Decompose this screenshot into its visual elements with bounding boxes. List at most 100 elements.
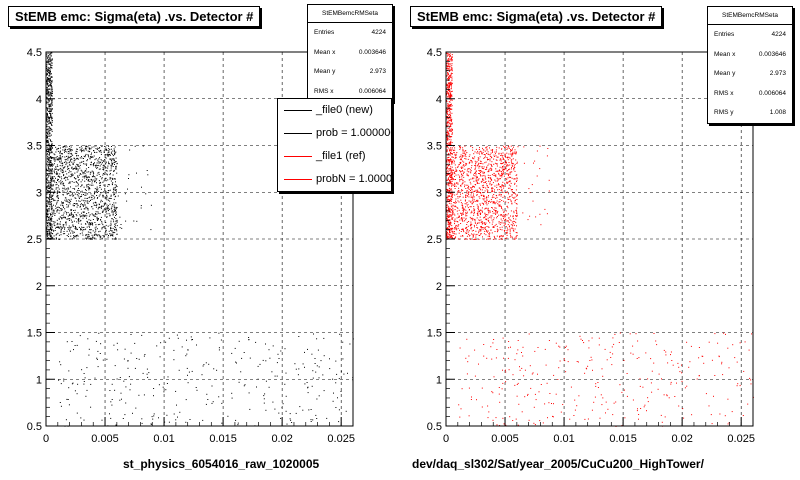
scatter-point	[102, 226, 104, 228]
scatter-point	[111, 164, 113, 166]
scatter-point	[100, 206, 102, 208]
scatter-point	[474, 375, 476, 377]
scatter-point	[519, 366, 520, 368]
scatter-point	[64, 166, 66, 168]
scatter-point	[212, 401, 214, 403]
scatter-point	[57, 169, 59, 171]
scatter-point	[59, 361, 61, 363]
scatter-point	[107, 208, 109, 210]
scatter-point	[56, 222, 58, 224]
scatter-point	[101, 237, 103, 239]
scatter-point	[465, 154, 466, 156]
scatter-point	[487, 405, 489, 407]
scatter-point	[99, 184, 101, 186]
scatter-point	[477, 150, 479, 152]
scatter-point	[110, 222, 112, 224]
scatter-point	[447, 122, 448, 124]
scatter-point	[77, 219, 79, 220]
scatter-point	[495, 168, 497, 170]
scatter-point	[449, 175, 451, 177]
scatter-point	[68, 182, 70, 184]
scatter-point	[449, 66, 450, 68]
scatter-point	[113, 204, 115, 206]
scatter-point	[69, 164, 71, 166]
scatter-point	[91, 238, 93, 240]
scatter-point	[91, 179, 93, 181]
scatter-point	[460, 166, 462, 168]
scatter-point	[487, 174, 489, 176]
scatter-point	[46, 140, 48, 142]
scatter-point	[623, 359, 625, 361]
scatter-point	[72, 382, 74, 384]
scatter-point	[462, 149, 463, 151]
scatter-point	[63, 171, 65, 173]
scatter-point	[134, 342, 136, 344]
scatter-point	[48, 197, 50, 199]
scatter-point	[496, 424, 498, 426]
scatter-point	[310, 421, 312, 422]
scatter-point	[120, 224, 122, 225]
scatter-point	[488, 201, 489, 202]
scatter-point	[450, 151, 452, 153]
scatter-point	[482, 203, 484, 204]
scatter-point	[462, 229, 464, 231]
scatter-point	[447, 189, 449, 190]
scatter-point	[639, 378, 641, 380]
scatter-point	[105, 202, 107, 204]
scatter-point	[97, 208, 99, 210]
scatter-point	[465, 232, 467, 234]
scatter-point	[50, 83, 52, 85]
scatter-point	[61, 169, 63, 171]
scatter-point	[465, 184, 467, 186]
scatter-point	[49, 182, 51, 183]
scatter-point	[99, 157, 101, 159]
scatter-point	[511, 171, 513, 173]
scatter-point	[446, 171, 448, 173]
scatter-point	[274, 408, 276, 410]
scatter-point	[466, 338, 468, 340]
scatter-point	[494, 179, 496, 181]
scatter-point	[450, 93, 452, 95]
scatter-point	[51, 151, 53, 153]
scatter-point	[56, 211, 58, 213]
scatter-point	[666, 395, 668, 397]
scatter-point	[451, 190, 453, 192]
scatter-point	[46, 151, 48, 152]
scatter-point	[504, 223, 506, 225]
scatter-point	[447, 105, 448, 107]
scatter-point	[82, 173, 84, 175]
scatter-point	[643, 406, 645, 408]
scatter-point	[218, 349, 220, 351]
scatter-point	[72, 238, 73, 240]
scatter-point	[501, 173, 502, 175]
scatter-point	[90, 232, 92, 234]
scatter-point	[454, 205, 456, 207]
scatter-point	[50, 114, 51, 116]
scatter-point	[587, 418, 589, 420]
scatter-point	[506, 179, 508, 181]
scatter-point	[446, 207, 448, 209]
scatter-point	[457, 166, 459, 168]
scatter-point	[468, 171, 469, 173]
scatter-point	[55, 151, 57, 153]
scatter-point	[146, 373, 148, 375]
scatter-point	[80, 417, 82, 419]
scatter-point	[115, 237, 117, 239]
scatter-point	[70, 146, 72, 148]
scatter-point	[521, 352, 522, 353]
scatter-point	[486, 167, 488, 169]
scatter-point	[88, 183, 90, 185]
scatter-point	[46, 206, 48, 208]
scatter-point	[451, 195, 453, 197]
scatter-point	[69, 181, 71, 183]
scatter-point	[446, 234, 448, 236]
scatter-point	[106, 153, 108, 155]
scatter-point	[60, 162, 62, 164]
scatter-point	[65, 179, 67, 181]
scatter-point	[533, 422, 535, 424]
scatter-point	[89, 214, 91, 216]
scatter-point	[472, 186, 473, 188]
scatter-point	[110, 169, 112, 171]
scatter-point	[90, 156, 92, 158]
scatter-point	[488, 220, 490, 222]
